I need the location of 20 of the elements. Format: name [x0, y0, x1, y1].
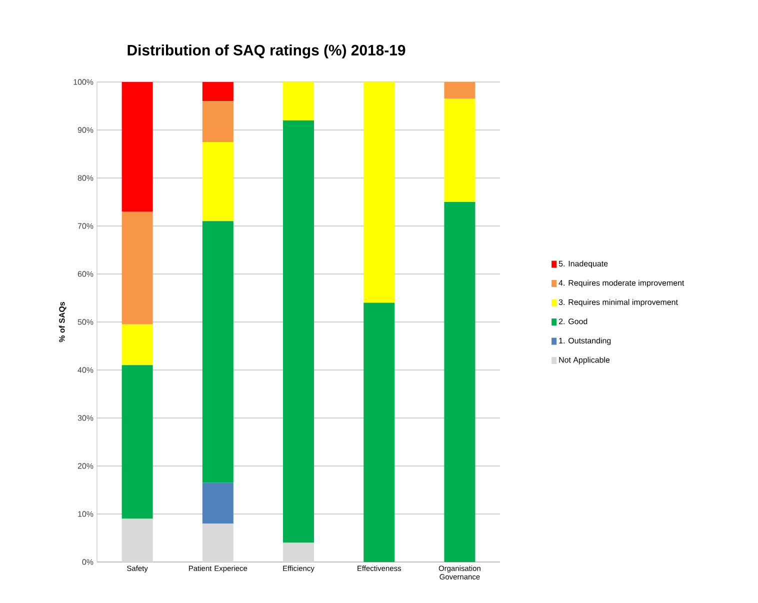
bar: [283, 120, 314, 543]
bar: [122, 365, 153, 519]
bar: [202, 221, 234, 483]
bar: [202, 101, 234, 142]
chart-title: Distribution of SAQ ratings (%) 2018-19: [128, 44, 406, 58]
bar: [202, 524, 234, 562]
bar: [444, 98, 476, 202]
bar: [202, 482, 234, 524]
bar: [444, 202, 476, 562]
bar: [122, 82, 153, 212]
bar: [283, 82, 314, 120]
bar: [122, 518, 153, 562]
bar: [202, 82, 234, 102]
bar: [122, 324, 153, 366]
bar: [444, 82, 476, 99]
bar: [283, 542, 314, 562]
bar: [122, 212, 153, 324]
bar: [364, 82, 395, 303]
bar: [202, 142, 234, 222]
bar: [364, 302, 395, 562]
